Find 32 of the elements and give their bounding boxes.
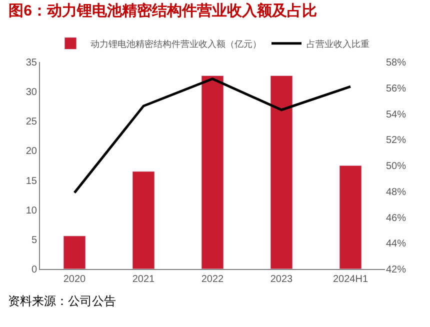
y2-tick-label: 50%: [386, 161, 406, 172]
y-tick-label: 10: [26, 205, 38, 216]
x-tick-label: 2021: [132, 274, 156, 285]
y2-tick-label: 42%: [386, 264, 406, 276]
chart-title: 图6：动力锂电池精密结构件营业收入额及占比: [8, 1, 317, 20]
y-tick-label: 35: [26, 58, 38, 68]
y-tick-label: 30: [26, 87, 38, 98]
legend-label: 动力锂电池精密结构件营业收入额（亿元）: [90, 38, 262, 49]
y2-tick-label: 56%: [386, 83, 406, 94]
y-tick-label: 0: [31, 264, 38, 276]
bar: [63, 236, 86, 269]
legend-label: 占营业收入比重: [306, 38, 370, 49]
bar: [132, 171, 155, 269]
line-series: [73, 78, 352, 194]
bar: [339, 165, 362, 269]
y-tick-label: 15: [26, 176, 38, 187]
y2-tick-label: 46%: [386, 212, 406, 224]
y2-tick-label: 54%: [386, 109, 406, 120]
bar: [270, 75, 293, 269]
y2-tick-label: 58%: [386, 58, 406, 68]
x-tick-label: 2023: [270, 274, 294, 285]
bar: [201, 75, 224, 269]
x-tick-label: 2022: [201, 274, 224, 285]
y2-tick-label: 52%: [386, 135, 406, 146]
x-tick-label: 2024H1: [332, 274, 368, 285]
text: 资料来源：公司公告: [8, 294, 116, 308]
y2-tick-label: 48%: [386, 186, 406, 198]
y-tick-label: 20: [26, 146, 38, 158]
y-tick-label: 25: [26, 116, 38, 128]
y-tick-label: 5: [31, 234, 38, 246]
y2-tick-label: 44%: [386, 238, 406, 250]
x-tick-label: 2020: [63, 274, 86, 285]
